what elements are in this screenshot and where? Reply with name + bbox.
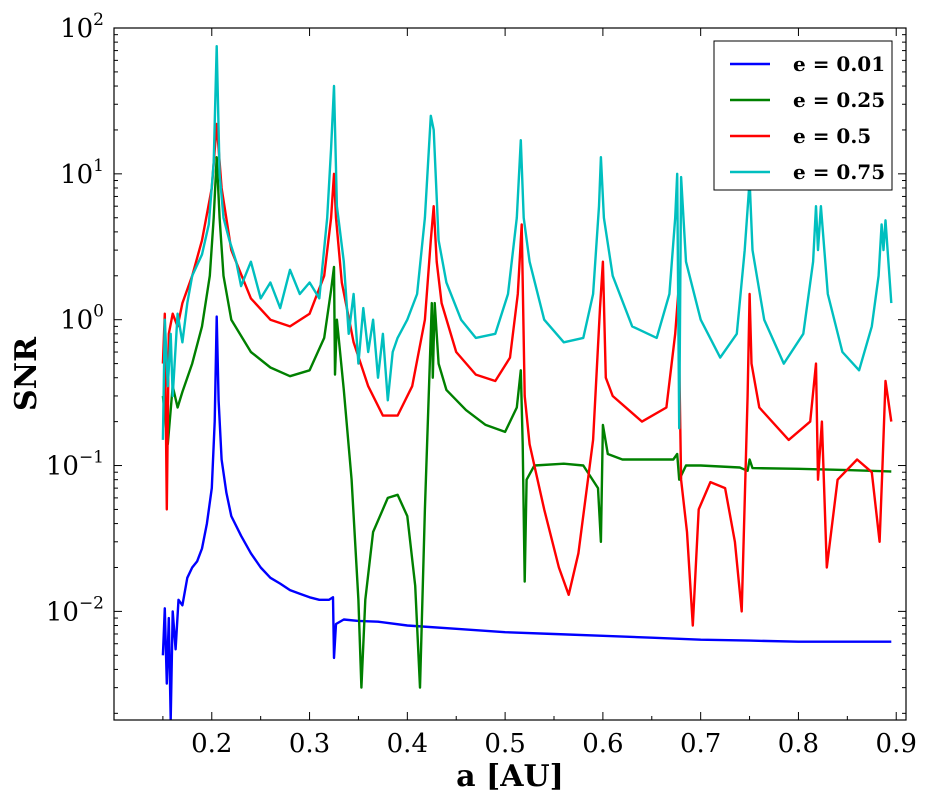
series-line-1 <box>161 155 892 689</box>
legend-label-1: e = 0.25 <box>793 88 885 112</box>
legend-label-2: e = 0.5 <box>793 124 871 148</box>
ticks-layer: 0.2 0.3 0.4 0.5 0.6 0.7 0.8 0.9 10−2 10−1 100 101 10… <box>46 10 917 759</box>
x-tick-label: 0.3 <box>289 729 330 759</box>
legend: e = 0.01 e = 0.25 e = 0.5 e = 0.75 <box>713 40 893 191</box>
series-line-0 <box>161 315 892 720</box>
x-tick-label: 0.2 <box>191 729 232 759</box>
series-layer <box>161 45 893 720</box>
series-line-3 <box>161 45 893 440</box>
legend-label-0: e = 0.01 <box>793 52 885 76</box>
x-tick-label: 0.7 <box>680 729 721 759</box>
y-tick-label: 10−1 <box>46 448 104 482</box>
series-line-2 <box>161 122 893 627</box>
y-tick-label: 101 <box>60 156 104 190</box>
x-tick-label: 0.5 <box>484 729 525 759</box>
plot-frame <box>113 27 907 721</box>
x-tick-label: 0.8 <box>778 729 819 759</box>
y-tick-label: 10−2 <box>46 593 104 627</box>
y-axis-label: SNR <box>9 336 44 411</box>
x-tick-label: 0.9 <box>876 729 917 759</box>
x-tick-label: 0.4 <box>387 729 428 759</box>
x-axis-label: a [AU] <box>456 759 564 794</box>
y-tick-label: 102 <box>60 10 104 44</box>
y-tick-label: 100 <box>60 302 104 336</box>
legend-label-3: e = 0.75 <box>793 160 885 184</box>
x-tick-label: 0.6 <box>582 729 623 759</box>
legend-box <box>713 40 893 191</box>
